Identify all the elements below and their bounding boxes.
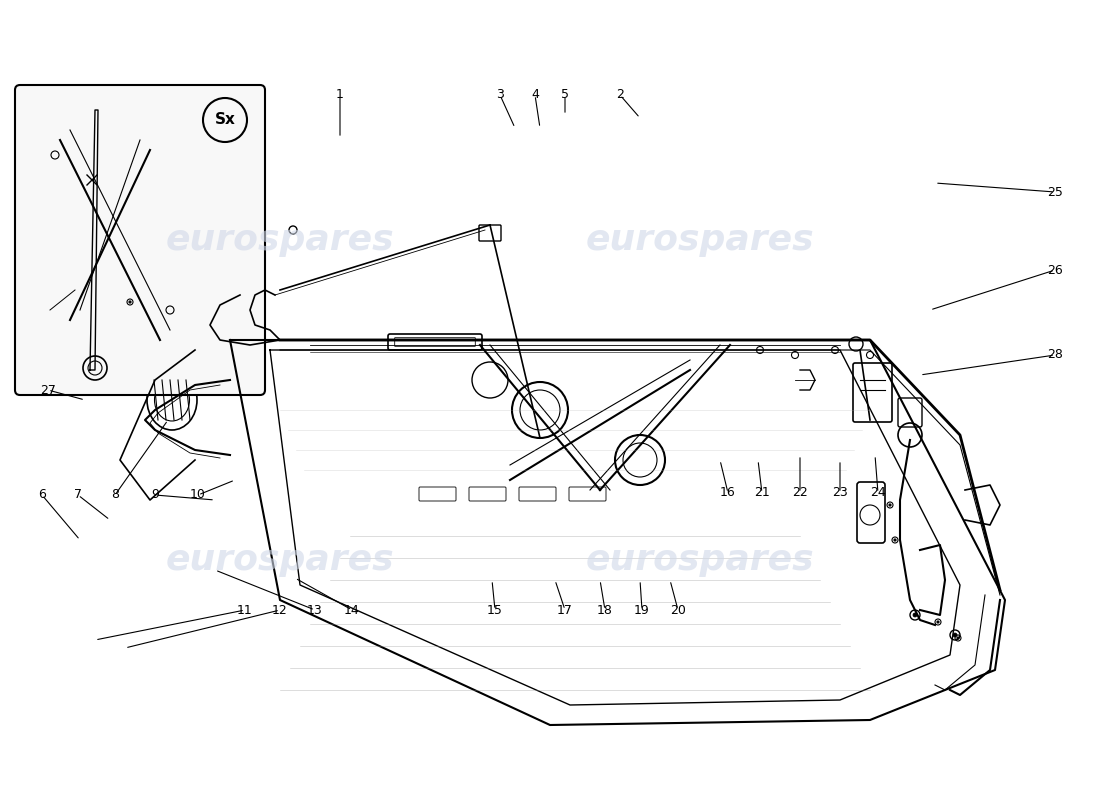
Text: 13: 13 bbox=[307, 603, 323, 617]
Text: 8: 8 bbox=[111, 489, 119, 502]
Text: 20: 20 bbox=[670, 603, 686, 617]
Text: 6: 6 bbox=[39, 489, 46, 502]
Text: 18: 18 bbox=[597, 603, 613, 617]
Circle shape bbox=[889, 504, 891, 506]
Text: eurospares: eurospares bbox=[585, 543, 814, 577]
Text: 7: 7 bbox=[74, 489, 82, 502]
Text: 10: 10 bbox=[190, 489, 206, 502]
Text: 16: 16 bbox=[720, 486, 736, 499]
Text: 1: 1 bbox=[337, 89, 344, 102]
Text: eurospares: eurospares bbox=[166, 223, 394, 257]
Circle shape bbox=[957, 637, 959, 639]
Circle shape bbox=[953, 633, 957, 637]
FancyBboxPatch shape bbox=[15, 85, 265, 395]
Text: 23: 23 bbox=[832, 486, 848, 499]
Text: 12: 12 bbox=[272, 603, 288, 617]
Text: Sx: Sx bbox=[214, 113, 235, 127]
Text: 21: 21 bbox=[755, 486, 770, 499]
Circle shape bbox=[937, 621, 939, 623]
Text: 17: 17 bbox=[557, 603, 573, 617]
Text: 2: 2 bbox=[616, 89, 624, 102]
Circle shape bbox=[913, 613, 917, 617]
Text: eurospares: eurospares bbox=[166, 543, 394, 577]
Text: 11: 11 bbox=[238, 603, 253, 617]
Text: 22: 22 bbox=[792, 486, 807, 499]
Text: eurospares: eurospares bbox=[585, 223, 814, 257]
Text: 14: 14 bbox=[344, 603, 360, 617]
Text: 25: 25 bbox=[1047, 186, 1063, 198]
Text: 5: 5 bbox=[561, 89, 569, 102]
Text: 15: 15 bbox=[487, 603, 503, 617]
Text: 3: 3 bbox=[496, 89, 504, 102]
Text: 4: 4 bbox=[531, 89, 539, 102]
Text: 27: 27 bbox=[40, 383, 56, 397]
Circle shape bbox=[894, 539, 896, 542]
Text: 24: 24 bbox=[870, 486, 886, 499]
Circle shape bbox=[129, 301, 131, 303]
Text: 19: 19 bbox=[634, 603, 650, 617]
Text: 28: 28 bbox=[1047, 349, 1063, 362]
Text: 26: 26 bbox=[1047, 263, 1063, 277]
Text: 9: 9 bbox=[151, 489, 158, 502]
